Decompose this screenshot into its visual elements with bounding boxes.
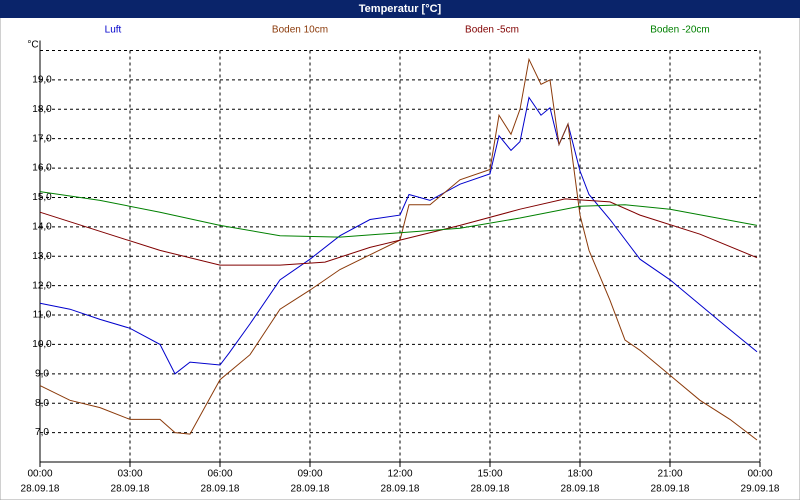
x-tick-date: 28.09.18 [111, 484, 150, 495]
legend-entry: Luft [105, 25, 122, 36]
y-tick-label: 13,0 [32, 251, 52, 262]
legend-entry: Boden 10cm [272, 25, 328, 36]
y-tick-label: 14,0 [32, 221, 52, 232]
y-tick-label: 11,0 [33, 310, 52, 321]
x-tick-label: 18:00 [567, 469, 592, 480]
y-tick-label: 7,0 [35, 427, 49, 438]
y-tick-label: 18,0 [32, 104, 52, 115]
x-tick-date: 28.09.18 [381, 484, 420, 495]
x-tick-label: 03:00 [117, 469, 142, 480]
x-tick-label: 00:00 [27, 469, 52, 480]
y-tick-label: 16,0 [32, 163, 52, 174]
x-tick-label: 15:00 [477, 469, 502, 480]
chart-title: Temperatur [°C] [359, 3, 442, 15]
y-tick-label: 17,0 [32, 133, 52, 144]
x-tick-date: 29.09.18 [741, 484, 780, 495]
legend-entry: Boden -5cm [465, 25, 519, 36]
y-tick-label: 9,0 [35, 368, 49, 379]
x-tick-date: 28.09.18 [651, 484, 690, 495]
y-tick-label: 12,0 [32, 280, 52, 291]
y-tick-label: 19,0 [32, 75, 52, 86]
y-unit: °C [27, 40, 38, 51]
x-tick-date: 28.09.18 [21, 484, 60, 495]
x-tick-label: 09:00 [297, 469, 322, 480]
series-line [39, 191, 758, 238]
y-tick-label: 15,0 [32, 192, 52, 203]
title-bar [0, 0, 800, 18]
x-tick-date: 28.09.18 [201, 484, 240, 495]
x-tick-date: 28.09.18 [471, 484, 510, 495]
x-tick-label: 21:00 [657, 469, 682, 480]
x-tick-label: 00:00 [747, 469, 772, 480]
x-tick-date: 28.09.18 [291, 484, 330, 495]
y-tick-label: 10,0 [32, 339, 52, 350]
x-tick-label: 12:00 [387, 469, 412, 480]
series-line [39, 198, 758, 266]
y-tick-label: 8,0 [35, 398, 49, 409]
x-tick-label: 06:00 [207, 469, 232, 480]
legend-entry: Boden -20cm [650, 25, 709, 36]
series-line [39, 57, 758, 441]
x-tick-date: 28.09.18 [561, 484, 600, 495]
series-line [39, 96, 758, 375]
